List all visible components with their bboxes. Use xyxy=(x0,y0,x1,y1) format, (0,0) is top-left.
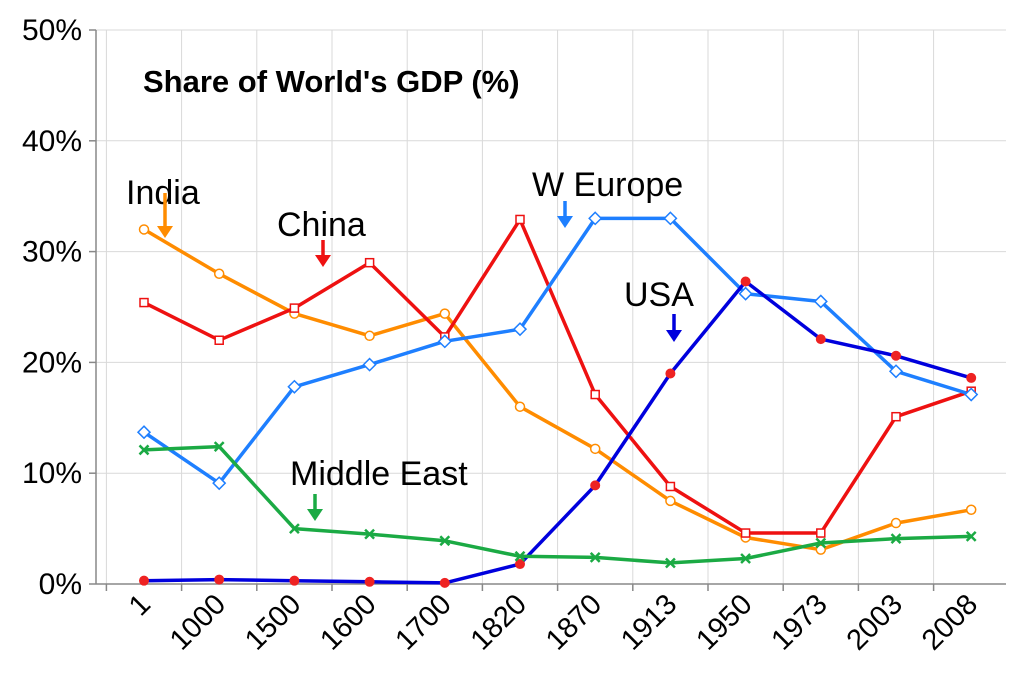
x-tick-label: 1870 xyxy=(540,588,608,656)
data-point-w-europe xyxy=(437,334,452,349)
data-point-middle-east xyxy=(514,550,526,562)
data-point-india xyxy=(589,443,601,455)
series-line-india xyxy=(143,227,972,552)
data-point-china xyxy=(740,528,751,538)
data-point-usa xyxy=(665,368,676,379)
data-point-india xyxy=(815,544,827,555)
data-point-india xyxy=(665,495,676,507)
series-label-w-europe: W Europe xyxy=(532,166,683,204)
data-point-w-europe xyxy=(738,286,753,301)
data-point-middle-east xyxy=(364,528,375,540)
data-point-middle-east xyxy=(589,552,601,563)
arrow-icon xyxy=(157,193,173,238)
data-point-middle-east xyxy=(815,537,827,549)
data-point-usa xyxy=(214,574,225,585)
data-point-usa xyxy=(891,350,901,361)
data-point-usa xyxy=(815,334,826,345)
series-label-india: India xyxy=(126,174,200,212)
x-tick-label: 1500 xyxy=(239,588,307,656)
arrow-icon xyxy=(666,314,682,342)
data-point-usa xyxy=(289,575,300,586)
grid xyxy=(96,29,1006,585)
series-line-w-europe xyxy=(143,216,972,485)
data-point-china xyxy=(665,481,676,492)
data-point-w-europe xyxy=(287,379,302,394)
series-labels: India China W Europe USA Middle East xyxy=(126,166,694,521)
x-tick-label: 1973 xyxy=(766,588,834,656)
series-line-china xyxy=(143,217,972,535)
arrow-icon xyxy=(315,240,331,267)
series-label-usa: USA xyxy=(624,276,694,314)
series-label-middle-east: Middle East xyxy=(290,455,468,493)
y-tick-label: 10% xyxy=(22,457,82,490)
data-point-china xyxy=(364,257,375,268)
data-point-usa xyxy=(515,559,525,570)
y-tick-label: 20% xyxy=(22,346,82,379)
data-point-india xyxy=(439,308,451,319)
data-point-india xyxy=(138,224,150,235)
data-point-india xyxy=(514,401,526,412)
data-point-w-europe xyxy=(964,387,979,402)
x-tick-label: 1600 xyxy=(314,588,382,656)
data-point-india xyxy=(213,268,225,280)
data-point-w-europe xyxy=(136,425,152,440)
data-point-middle-east xyxy=(965,530,977,542)
data-point-usa xyxy=(590,480,601,491)
data-point-w-europe xyxy=(663,211,678,226)
data-point-usa xyxy=(740,276,751,287)
data-point-china xyxy=(816,528,826,538)
x-tick-label: 2003 xyxy=(841,588,909,656)
data-point-w-europe xyxy=(362,357,377,372)
x-tick-label: 1 xyxy=(123,588,157,622)
data-point-middle-east xyxy=(213,441,225,452)
x-tick-label: 2008 xyxy=(916,588,984,656)
y-tick-label: 40% xyxy=(22,125,82,158)
x-tick-label: 1000 xyxy=(164,588,232,656)
series-lines xyxy=(143,216,972,585)
arrow-icon xyxy=(557,201,573,228)
data-point-middle-east xyxy=(439,535,451,547)
y-tick-label: 50% xyxy=(22,14,82,47)
y-tick-label: 30% xyxy=(22,236,82,269)
data-point-usa xyxy=(139,575,149,586)
data-point-middle-east xyxy=(890,533,902,544)
data-point-middle-east xyxy=(665,557,676,569)
data-point-china xyxy=(139,297,149,308)
arrow-icon xyxy=(307,494,323,521)
x-tick-label: 1950 xyxy=(690,588,758,656)
chart-title: Share of World's GDP (%) xyxy=(143,64,520,99)
series-line-middle-east xyxy=(143,444,972,565)
data-point-usa xyxy=(966,372,977,383)
data-point-china xyxy=(214,335,224,345)
data-point-china xyxy=(891,411,901,422)
data-point-w-europe xyxy=(813,294,828,309)
y-tick-label: 0% xyxy=(39,568,82,601)
data-point-w-europe xyxy=(512,322,528,337)
data-point-w-europe xyxy=(888,364,904,379)
data-point-india xyxy=(364,330,375,342)
data-point-india xyxy=(890,517,902,529)
x-tick-label: 1700 xyxy=(390,588,458,656)
data-point-china xyxy=(515,214,525,225)
data-point-w-europe xyxy=(588,211,603,226)
data-point-china xyxy=(289,303,300,313)
x-tick-label: 1913 xyxy=(615,588,683,656)
series-markers xyxy=(136,211,979,588)
data-point-middle-east xyxy=(289,523,300,534)
data-point-india xyxy=(965,504,977,516)
data-point-usa xyxy=(439,577,450,588)
data-point-china xyxy=(590,389,600,400)
series-line-usa xyxy=(143,279,972,585)
series-label-china: China xyxy=(277,206,366,244)
data-point-middle-east xyxy=(138,444,150,456)
data-point-usa xyxy=(364,576,375,587)
x-tick-label: 1820 xyxy=(465,588,533,656)
data-point-middle-east xyxy=(740,553,751,564)
data-point-w-europe xyxy=(212,476,227,491)
